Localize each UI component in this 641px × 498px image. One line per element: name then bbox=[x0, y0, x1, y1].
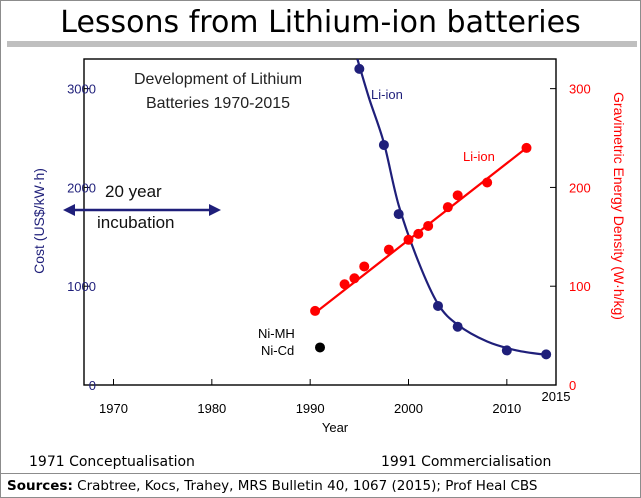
series-1-point bbox=[359, 261, 370, 272]
y-right-axis-label: Gravimetric Energy Density (W·h/kg) bbox=[611, 92, 627, 320]
title-rule bbox=[7, 41, 637, 47]
x-tick-label: 2010 bbox=[492, 401, 521, 416]
y-left-tick-label: 0 bbox=[89, 378, 96, 393]
series-1-point bbox=[310, 305, 321, 316]
chart-text: 1970 1980 1990 2000 20102015Year010002000300… bbox=[31, 71, 627, 435]
series-1-point bbox=[403, 234, 414, 245]
x-tick-label: 2015 bbox=[542, 389, 571, 404]
series-1-point bbox=[383, 244, 394, 255]
series-1-point bbox=[521, 142, 532, 153]
annotation-incubation-line-2: incubation bbox=[97, 213, 175, 232]
series-0-point bbox=[433, 300, 443, 311]
x-axis-label: Year bbox=[322, 420, 349, 435]
series-1-point bbox=[452, 190, 463, 201]
annotation-li-ion-cost: Li-ion bbox=[371, 87, 403, 102]
annotation-nimh: Ni-MH bbox=[258, 326, 295, 341]
series-0-point bbox=[452, 321, 463, 332]
chart-series bbox=[63, 58, 552, 360]
y-right-tick-label: 100 bbox=[569, 279, 591, 294]
series-0-point bbox=[501, 345, 512, 356]
annotation-incubation-line-1: 20 year bbox=[105, 182, 162, 201]
series-0-point bbox=[541, 349, 552, 360]
y-right-tick-label: 200 bbox=[569, 180, 591, 195]
sources-citation: Sources: Crabtree, Kocs, Trahey, MRS Bul… bbox=[7, 478, 538, 494]
x-tick-label: 2000 bbox=[394, 401, 423, 416]
series-0-point bbox=[378, 139, 389, 150]
y-right-tick-label: 300 bbox=[569, 82, 591, 97]
series-0-fit-line bbox=[356, 58, 547, 356]
x-tick-label: 1980 bbox=[197, 401, 226, 416]
sources-label: Sources: bbox=[7, 478, 73, 494]
y-right-tick-label: 0 bbox=[569, 378, 576, 393]
slide-title: Lessons from Lithium-ion batteries bbox=[60, 5, 581, 40]
x-tick-label: 1990 bbox=[296, 401, 325, 416]
x-tick-label: 1970 bbox=[99, 401, 128, 416]
chart-static bbox=[83, 58, 557, 386]
series-1-point bbox=[339, 279, 350, 290]
series-1-point bbox=[349, 273, 360, 284]
y-left-axis-label: Cost (US$/kW·h) bbox=[31, 168, 47, 274]
y-left-tick-label: 2000 bbox=[67, 180, 96, 195]
series-1-point bbox=[482, 177, 493, 188]
plot-frame bbox=[83, 58, 557, 386]
y-left-tick-label: 1000 bbox=[67, 279, 96, 294]
series-1-point bbox=[423, 220, 434, 231]
footer-commercialisation: 1991 Commercialisation bbox=[381, 454, 552, 470]
sources-text: Crabtree, Kocs, Trahey, MRS Bulletin 40,… bbox=[72, 478, 538, 494]
series-0-point bbox=[393, 209, 404, 220]
series-1-point bbox=[413, 228, 424, 239]
incubation-arrow-head-left bbox=[63, 204, 75, 216]
y-left-tick-label: 3000 bbox=[67, 82, 96, 97]
sources-bar: Sources: Crabtree, Kocs, Trahey, MRS Bul… bbox=[1, 473, 640, 498]
chart-title-line-1: Development of Lithium bbox=[134, 71, 302, 88]
annotation-li-ion-energy: Li-ion bbox=[463, 149, 495, 164]
chart-title-line-2: Batteries 1970-2015 bbox=[146, 95, 290, 112]
incubation-arrow-head-right bbox=[209, 204, 221, 216]
annotation-nicd: Ni-Cd bbox=[261, 343, 294, 358]
series-2-point bbox=[315, 342, 325, 353]
series-1-point bbox=[442, 202, 453, 213]
series-0-point bbox=[354, 63, 365, 74]
footer-conceptualisation: 1971 Conceptualisation bbox=[29, 454, 195, 470]
